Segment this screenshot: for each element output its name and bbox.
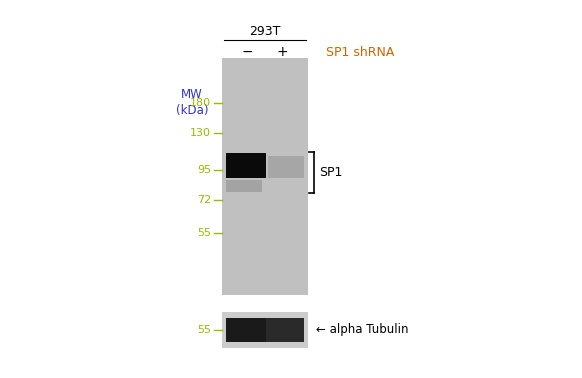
Bar <box>226 153 266 178</box>
Text: 72: 72 <box>197 195 211 205</box>
Text: SP1: SP1 <box>319 166 342 179</box>
Text: SP1 shRNA: SP1 shRNA <box>326 45 395 59</box>
Text: MW
(kDa): MW (kDa) <box>176 88 208 117</box>
Text: 95: 95 <box>197 165 211 175</box>
Bar <box>226 180 262 192</box>
Text: +: + <box>276 45 288 59</box>
Text: 130: 130 <box>190 128 211 138</box>
Bar <box>268 156 304 178</box>
Text: 55: 55 <box>197 325 211 335</box>
Text: 55: 55 <box>197 228 211 238</box>
Bar <box>222 312 308 348</box>
Text: −: − <box>242 45 254 59</box>
Bar <box>226 318 268 341</box>
Bar <box>266 318 304 341</box>
Text: 180: 180 <box>190 98 211 108</box>
Text: 293T: 293T <box>249 25 281 38</box>
Bar <box>222 58 308 295</box>
Text: ← alpha Tubulin: ← alpha Tubulin <box>316 324 409 336</box>
